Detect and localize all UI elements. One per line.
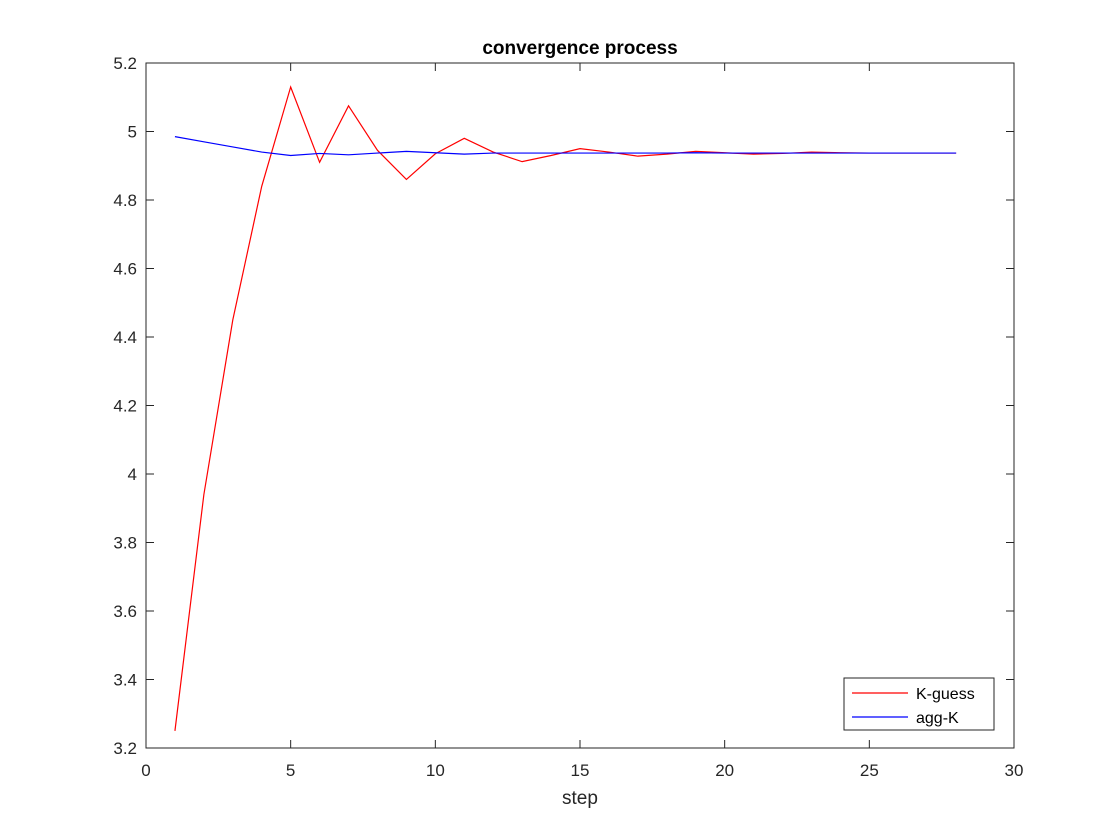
legend-label-k-guess: K-guess bbox=[916, 686, 975, 703]
legend: K-guess agg-K bbox=[843, 677, 995, 731]
y-tick-label: 3.6 bbox=[113, 602, 137, 621]
x-axis-label: step bbox=[562, 788, 598, 809]
series-line-k-guess bbox=[174, 85, 957, 731]
x-tick-label: 25 bbox=[860, 761, 879, 780]
x-tick-label: 20 bbox=[715, 761, 734, 780]
y-tick-label: 5.2 bbox=[113, 54, 137, 73]
legend-box bbox=[843, 677, 995, 731]
x-tick-label: 30 bbox=[1005, 761, 1024, 780]
x-tick-label: 5 bbox=[286, 761, 295, 780]
plot-area bbox=[146, 63, 1014, 748]
legend-label-agg-k: agg-K bbox=[916, 710, 959, 727]
y-tick-label: 4.8 bbox=[113, 191, 137, 210]
y-tick-label: 3.8 bbox=[113, 534, 137, 553]
y-tick-label: 4 bbox=[128, 465, 137, 484]
x-tick-label: 0 bbox=[141, 761, 150, 780]
y-tick-label: 4.6 bbox=[113, 260, 137, 279]
y-tick-label: 3.2 bbox=[113, 739, 137, 758]
y-tick-label: 4.4 bbox=[113, 328, 137, 347]
axes: 0 5 10 15 20 25 30 3.2 3.4 3.6 3.8 4 4.2 4.4 4.6 4.8 5 5.… bbox=[113, 54, 1023, 780]
x-tick-label: 10 bbox=[426, 761, 445, 780]
y-tick-label: 4.2 bbox=[113, 397, 137, 416]
y-tick-label: 5 bbox=[128, 123, 137, 142]
plot-background bbox=[146, 63, 1014, 748]
x-tick-label: 15 bbox=[571, 761, 590, 780]
chart-title: convergence process bbox=[482, 38, 677, 59]
series-line-agg-k bbox=[174, 136, 957, 157]
y-tick-label: 3.4 bbox=[113, 671, 137, 690]
